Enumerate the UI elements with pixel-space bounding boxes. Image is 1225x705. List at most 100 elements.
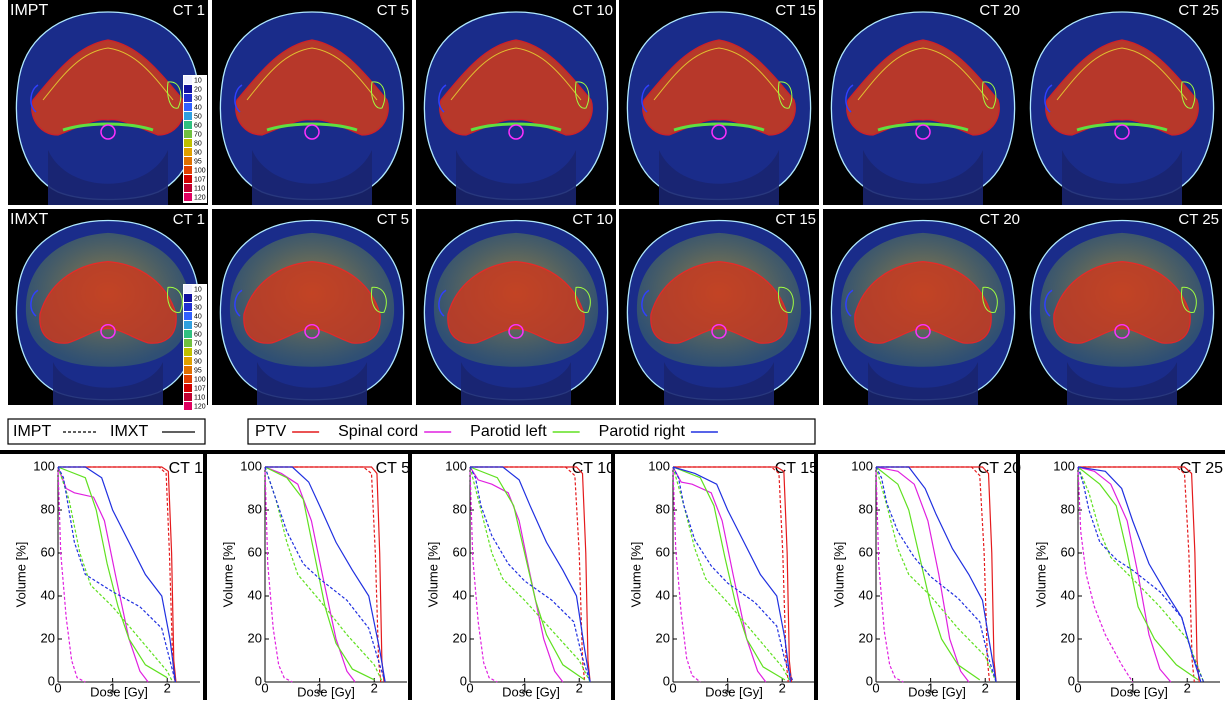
y-tick-label: 0	[255, 673, 262, 688]
colorbar-label: 30	[194, 304, 202, 311]
dvh-line	[672, 466, 786, 681]
x-tick-label: 0	[466, 680, 473, 695]
y-tick-label: 20	[248, 630, 262, 645]
dvh-line	[469, 466, 591, 683]
y-tick-label: 0	[663, 673, 670, 688]
colorbar-label: 107	[194, 176, 206, 183]
dose-map	[415, 208, 617, 406]
colorbar-label: 70	[194, 131, 202, 138]
dose-map	[414, 0, 618, 207]
dvh-line	[57, 466, 86, 683]
dvh-line	[876, 466, 997, 683]
colorbar-cell	[184, 85, 192, 93]
ct-image	[211, 208, 413, 406]
y-tick-label: 20	[41, 630, 55, 645]
x-tick-label: 1	[724, 680, 731, 695]
colorbar-label: 10	[194, 286, 202, 293]
y-tick-label: 20	[1061, 630, 1075, 645]
colorbar-cell	[184, 193, 192, 201]
y-tick-label: 60	[1061, 544, 1075, 559]
y-tick-label: 0	[866, 673, 873, 688]
y-tick-label: 40	[859, 587, 873, 602]
dvh-line	[672, 466, 791, 683]
colorbar-cell	[184, 157, 192, 165]
dvh-line	[1077, 466, 1134, 683]
dose-map	[6, 0, 210, 207]
ct-image	[821, 0, 1025, 207]
dvh-line	[57, 466, 174, 683]
dvh-line	[58, 466, 176, 683]
dvh-line	[875, 466, 997, 683]
dvh-line	[469, 466, 564, 683]
colorbar-cell	[184, 357, 192, 365]
colorbar-label: 95	[194, 367, 202, 374]
legend-label: Parotid right	[599, 423, 686, 440]
dose-map	[7, 208, 209, 406]
y-tick-label: 40	[41, 587, 55, 602]
dose-map	[821, 0, 1025, 207]
dvh-line	[672, 466, 794, 683]
colorbar-label: 90	[194, 149, 202, 156]
y-tick-label: 60	[859, 544, 873, 559]
colorbar-cell	[184, 366, 192, 374]
colorbar-cell	[184, 184, 192, 192]
x-tick-label: 1	[1129, 680, 1136, 695]
colorbar-label: 50	[194, 113, 202, 120]
dvh-line	[470, 466, 591, 683]
colorbar-cell	[184, 312, 192, 320]
y-tick-label: 0	[460, 673, 467, 688]
colorbar-cell	[184, 121, 192, 129]
dvh-line	[57, 466, 168, 679]
x-tick-label: 0	[54, 680, 61, 695]
colorbar-label: 100	[194, 167, 206, 174]
x-axis-label: Dose [Gy]	[705, 684, 763, 699]
ct-image	[6, 0, 210, 207]
y-axis-label: Volume [%]	[220, 542, 235, 608]
dose-map	[211, 208, 413, 406]
panel-label: CT 10	[572, 211, 613, 228]
y-tick-label: 100	[33, 458, 55, 473]
dose-map	[1021, 208, 1223, 406]
colorbar-label: 80	[194, 349, 202, 356]
dvh-line	[264, 466, 356, 683]
y-tick-label: 0	[1068, 673, 1075, 688]
dvh-line	[470, 466, 586, 683]
x-axis-label: Dose [Gy]	[297, 684, 355, 699]
dvh-line	[1077, 466, 1202, 683]
y-tick-label: 40	[453, 587, 467, 602]
legend-label: Spinal cord	[338, 423, 418, 440]
ct-image	[1021, 208, 1223, 406]
dvh-line	[469, 466, 591, 683]
dvh-line	[470, 466, 591, 683]
colorbar-label: 60	[194, 331, 202, 338]
x-tick-label: 1	[927, 680, 934, 695]
colorbar-label: 40	[194, 104, 202, 111]
panel-label: CT 5	[377, 2, 409, 19]
dvh-line	[1078, 466, 1195, 683]
x-axis-label: Dose [Gy]	[502, 684, 560, 699]
y-tick-label: 80	[656, 501, 670, 516]
dvh-line	[264, 466, 375, 681]
x-tick-label: 2	[1184, 680, 1191, 695]
dvh-line	[264, 466, 383, 683]
y-axis-label: Volume [%]	[628, 542, 643, 608]
ct-image	[822, 208, 1024, 406]
colorbar-label: 100	[194, 376, 206, 383]
dvh-line	[875, 466, 997, 683]
y-tick-label: 100	[851, 458, 873, 473]
colorbar-label: 90	[194, 358, 202, 365]
x-tick-label: 1	[316, 680, 323, 695]
dose-map	[617, 0, 821, 207]
colorbar-cell	[184, 330, 192, 338]
panel-label: CT 1	[173, 211, 205, 228]
ct-image	[618, 208, 820, 406]
y-tick-label: 20	[656, 630, 670, 645]
dvh-line	[1077, 466, 1205, 683]
y-tick-label: 80	[453, 501, 467, 516]
dvh-line	[58, 466, 177, 683]
y-tick-label: 40	[656, 587, 670, 602]
y-tick-label: 0	[48, 673, 55, 688]
dvh-line	[875, 466, 970, 683]
